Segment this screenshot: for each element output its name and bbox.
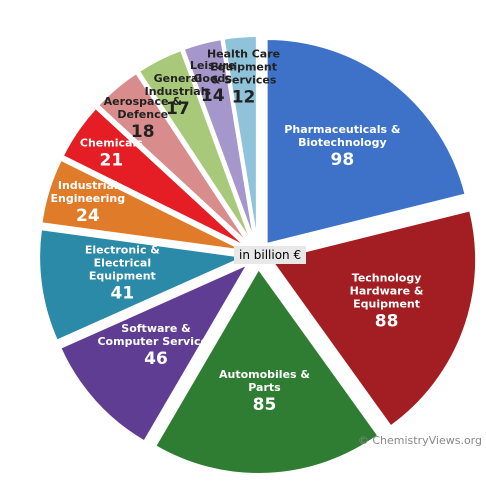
- value-label: 41: [110, 283, 135, 304]
- value-label: 12: [231, 87, 256, 108]
- sector-label: Automobiles & Parts 85: [204, 368, 324, 416]
- value-label: 98: [330, 150, 355, 171]
- category-label: Chemicals: [79, 136, 143, 150]
- category-label: Automobiles & Parts: [218, 367, 310, 394]
- sector: [40, 158, 246, 252]
- category-label: Leisure Goods: [189, 58, 236, 85]
- value-label: 18: [130, 122, 155, 143]
- sector-label: Leisure Goods 14: [173, 59, 253, 107]
- value-label: 85: [252, 394, 277, 415]
- value-label: 21: [99, 150, 124, 171]
- center-label: in billion €: [234, 246, 307, 264]
- sector: [38, 228, 248, 342]
- sector-label: Chemicals 21: [71, 137, 151, 172]
- value-label: 24: [75, 205, 100, 226]
- sector-label: Health Care Equipment & Services 12: [204, 47, 284, 108]
- sector: [265, 37, 467, 246]
- credit: © ChemistryViews.org: [357, 434, 482, 447]
- category-label: Industrial Engineering: [50, 178, 126, 205]
- value-label: 88: [374, 311, 399, 332]
- value-label: 17: [165, 99, 190, 120]
- category-label: Technology Hardware & Equipment: [349, 271, 424, 311]
- category-label: Electronic & Electrical Equipment: [84, 243, 160, 283]
- category-label: Aerospace & Defence: [103, 95, 182, 122]
- category-label: Pharmaceuticals & Biotechnology: [284, 123, 401, 150]
- sector-label: Technology Hardware & Equipment 88: [327, 272, 447, 333]
- sector: [222, 35, 258, 242]
- category-label: Health Care Equipment & Services: [206, 47, 281, 87]
- category-label: Software & Computer Services: [97, 322, 215, 349]
- sector: [59, 262, 251, 443]
- value-label: 14: [200, 85, 225, 106]
- sector-label: Software & Computer Services 46: [96, 322, 216, 370]
- sector: [153, 267, 380, 475]
- sector: [137, 48, 253, 244]
- sector: [182, 38, 256, 242]
- value-label: 46: [144, 349, 168, 370]
- category-label: General Industrials: [144, 72, 212, 99]
- sector-label: General Industrials 17: [138, 72, 218, 120]
- sector: [61, 106, 248, 248]
- sector-label: Pharmaceuticals & Biotechnology 98: [282, 123, 402, 171]
- sector-label: Electronic & Electrical Equipment 41: [62, 244, 182, 305]
- sector-label: Aerospace & Defence 18: [103, 95, 183, 143]
- sector: [269, 209, 478, 428]
- sector-label: Industrial Engineering 24: [48, 179, 128, 227]
- sector: [96, 71, 250, 246]
